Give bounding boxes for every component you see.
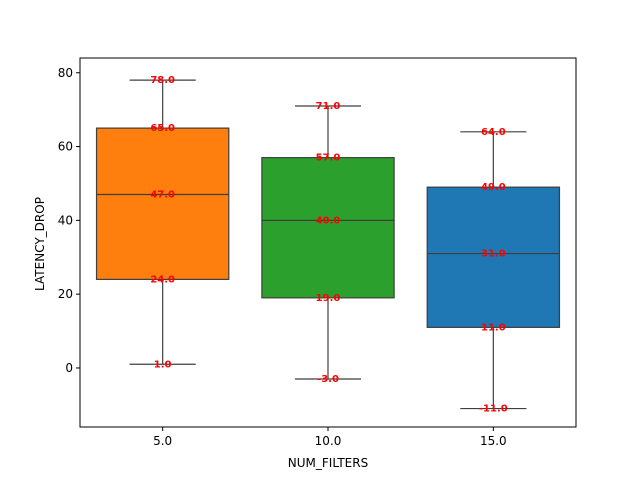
box-15.0 bbox=[426, 186, 561, 328]
plot-frame bbox=[79, 57, 577, 428]
value-label: 71.0 bbox=[316, 101, 341, 112]
value-label: 49.0 bbox=[481, 182, 506, 193]
y-tick-label: 40 bbox=[58, 213, 73, 227]
value-label: 65.0 bbox=[150, 123, 175, 134]
value-label: 19.0 bbox=[316, 293, 341, 304]
value-label: 78.0 bbox=[150, 75, 175, 86]
value-label: 47.0 bbox=[150, 190, 175, 201]
y-tick-label: 0 bbox=[65, 361, 73, 375]
value-label: 24.0 bbox=[150, 274, 175, 285]
x-tick-label: 10.0 bbox=[315, 434, 342, 448]
value-label: 11.0 bbox=[481, 322, 506, 333]
y-tick-label: 60 bbox=[58, 140, 73, 154]
x-tick-label: 15.0 bbox=[480, 434, 507, 448]
y-tick-label: 80 bbox=[58, 66, 73, 80]
plot-area: 0 20 40 60 80 78.0 65.0 47.0 24.0 1.0 5.0 71.0 57.0 4… bbox=[58, 57, 577, 448]
value-label: 31.0 bbox=[481, 249, 506, 260]
box-5.0 bbox=[95, 127, 230, 280]
value-label: -11.0 bbox=[479, 404, 508, 415]
y-tick-label: 20 bbox=[58, 287, 73, 301]
x-tick-label: 5.0 bbox=[153, 434, 172, 448]
y-axis-label: LATENCY_DROP bbox=[33, 197, 47, 291]
value-label: -3.0 bbox=[317, 374, 339, 385]
value-label: 40.0 bbox=[316, 215, 341, 226]
value-label: 1.0 bbox=[154, 359, 172, 370]
value-label: 57.0 bbox=[316, 153, 341, 164]
value-label: 64.0 bbox=[481, 127, 506, 138]
box-10.0 bbox=[261, 157, 395, 299]
x-axis-label: NUM_FILTERS bbox=[288, 456, 368, 470]
